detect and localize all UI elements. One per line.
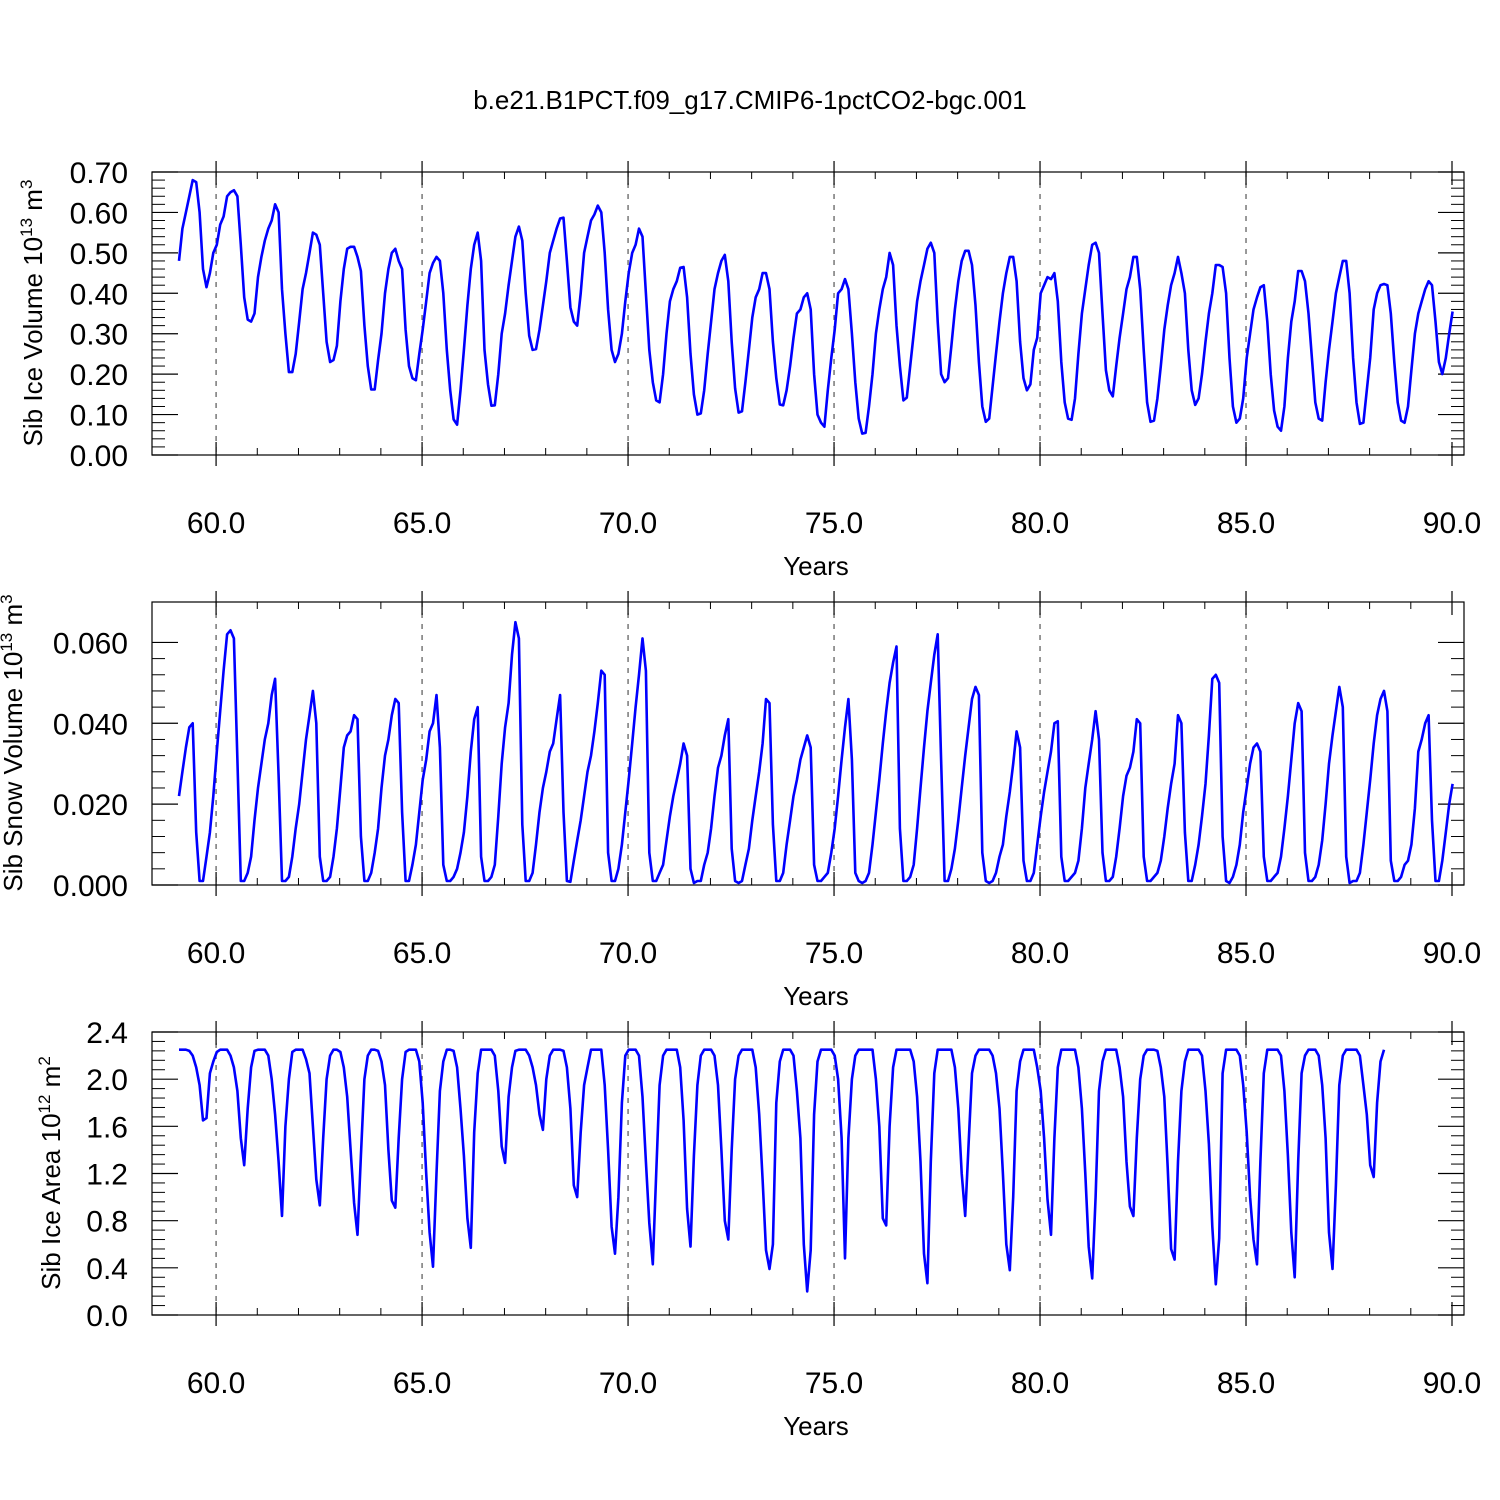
x-tick-label: 80.0 [1011,507,1069,540]
x-tick-label: 80.0 [1011,937,1069,970]
x-axis-label: Years [783,1411,849,1441]
y-tick-label: 1.2 [86,1159,128,1192]
plot-frame [151,171,1465,456]
x-tick-label: 75.0 [805,937,863,970]
x-tick-label: 65.0 [393,507,451,540]
y-tick-label: 0.040 [53,708,128,741]
y-tick-label: 0.8 [86,1206,128,1239]
y-tick-label: 2.4 [86,1017,128,1050]
x-tick-label: 60.0 [187,1367,245,1400]
y-tick-label: 0.60 [70,197,128,230]
x-tick-label: 85.0 [1217,937,1275,970]
x-tick-label: 90.0 [1423,1367,1481,1400]
y-tick-label: 0.00 [70,440,128,473]
x-tick-label: 60.0 [187,507,245,540]
x-tick-label: 80.0 [1011,1367,1069,1400]
x-axis-label: Years [783,981,849,1011]
x-tick-label: 65.0 [393,1367,451,1400]
x-tick-label: 75.0 [805,507,863,540]
y-tick-label: 0.060 [53,627,128,660]
x-tick-label: 70.0 [599,507,657,540]
y-tick-label: 0.4 [86,1253,128,1286]
y-tick-label: 0.50 [70,238,128,271]
y-axis-label: Sib Snow Volume 1013 m3 [0,594,28,891]
y-tick-label: 0.0 [86,1300,128,1333]
y-axis-label: Sib Ice Area 1012 m2 [35,1056,66,1290]
series-line [177,620,1454,885]
y-tick-label: 0.020 [53,789,128,822]
chart-title: b.e21.B1PCT.f09_g17.CMIP6-1pctCO2-bgc.00… [473,85,1027,115]
x-tick-label: 90.0 [1423,937,1481,970]
y-tick-label: 0.10 [70,400,128,433]
y-tick-label: 0.30 [70,319,128,352]
x-tick-label: 90.0 [1423,507,1481,540]
x-tick-label: 70.0 [599,1367,657,1400]
series-line [177,178,1454,435]
x-tick-label: 60.0 [187,937,245,970]
y-tick-label: 0.70 [70,157,128,190]
x-tick-label: 65.0 [393,937,451,970]
y-tick-label: 0.40 [70,278,128,311]
x-tick-label: 85.0 [1217,1367,1275,1400]
y-axis-label: Sib Ice Volume 1013 m3 [17,180,48,447]
x-tick-label: 85.0 [1217,507,1275,540]
y-tick-label: 1.6 [86,1111,128,1144]
y-tick-label: 2.0 [86,1064,128,1097]
x-axis-label: Years [783,551,849,581]
panel-snow-volume: 60.0 65.0 70.0 75.0 80.0 85.0 90.0 0.000 0.020 0.… [0,591,1481,1011]
y-tick-label: 0.20 [70,359,128,392]
panel-ice-area: 60.0 65.0 70.0 75.0 80.0 85.0 90.0 0.0 0.4 0.8 1.2… [35,1017,1481,1441]
series-line [179,1048,1386,1293]
x-tick-label: 75.0 [805,1367,863,1400]
x-tick-label: 70.0 [599,937,657,970]
plot-frame [151,601,1465,886]
y-tick-label: 0.000 [53,870,128,903]
panel-ice-volume: 60.0 65.0 70.0 75.0 80.0 85.0 90.0 0.00 0.10 0.20… [17,157,1481,581]
